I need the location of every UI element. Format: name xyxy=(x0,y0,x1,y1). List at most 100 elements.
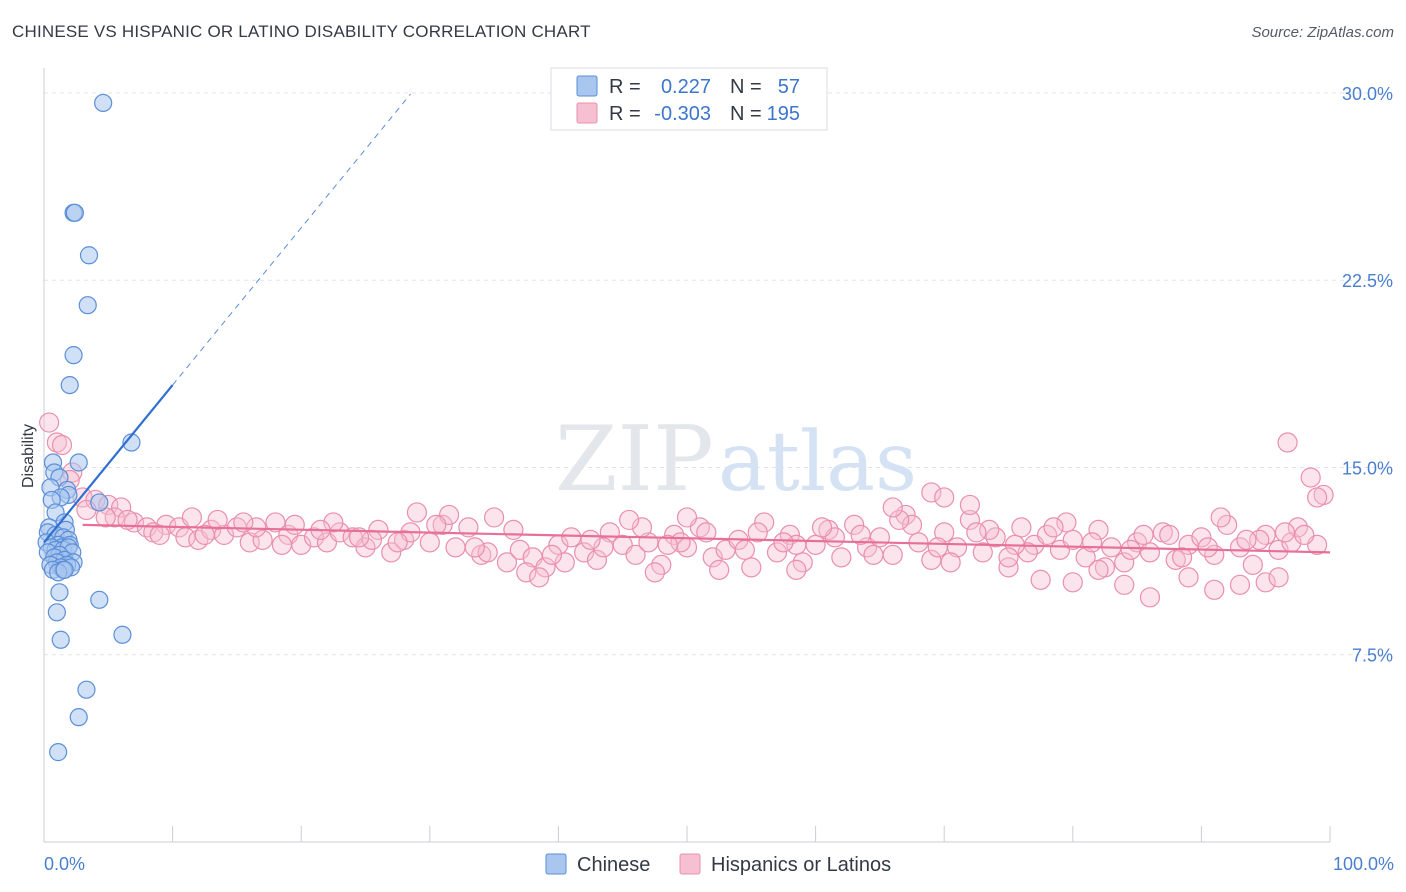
hispanic-point-146 xyxy=(580,529,601,550)
hispanic-point-37 xyxy=(406,502,428,523)
hispanic-point-154 xyxy=(889,509,910,531)
chinese-point-52 xyxy=(51,630,70,649)
hispanic-point-16 xyxy=(117,509,138,531)
hispanic-point-168 xyxy=(786,559,807,580)
hispanic-point-129 xyxy=(1056,512,1077,533)
chinese-point-5 xyxy=(64,346,83,365)
hispanic-point-147 xyxy=(619,509,640,531)
hispanic-point-184 xyxy=(1294,524,1315,545)
hispanic-point-173 xyxy=(998,547,1019,568)
gridlines xyxy=(44,92,1392,656)
chinese-point-48 xyxy=(50,583,69,602)
y-tick-label-0: 7.5% xyxy=(1352,646,1393,666)
hispanic-point-108 xyxy=(246,517,267,538)
hispanic-point-172 xyxy=(959,494,981,516)
hispanic-point-81 xyxy=(972,542,993,563)
hispanic-point-70 xyxy=(831,547,852,568)
hispanic-point-145 xyxy=(541,544,563,565)
chinese-trend-line xyxy=(43,384,174,544)
hispanic-point-43 xyxy=(484,507,505,528)
hispanic-point-54 xyxy=(625,544,646,565)
chinese-points xyxy=(37,93,141,762)
hispanic-point-1 xyxy=(46,432,67,453)
hispanic-point-84 xyxy=(1011,517,1032,538)
hispanic-point-8 xyxy=(111,497,132,518)
hispanic-point-133 xyxy=(1210,507,1231,528)
hispanic-point-126 xyxy=(940,552,961,573)
hispanic-point-2 xyxy=(51,434,73,456)
hispanic-point-144 xyxy=(503,519,524,541)
hispanic-trend-line xyxy=(82,523,1331,554)
hispanic-point-189 xyxy=(676,507,698,528)
hispanic-point-187 xyxy=(1277,432,1298,453)
chinese-point-54 xyxy=(69,708,88,727)
hispanic-point-153 xyxy=(850,524,871,545)
hispanic-point-90 xyxy=(1088,519,1109,541)
series-legend: Chinese Hispanics or Latinos xyxy=(545,853,891,876)
hispanic-point-44 xyxy=(496,552,518,573)
hispanic-point-50 xyxy=(574,542,595,563)
hispanic-point-26 xyxy=(265,512,286,533)
hispanic-point-163 xyxy=(1236,529,1257,550)
chinese-point-53 xyxy=(77,680,96,699)
stats-r-label-blue: R = xyxy=(609,76,641,98)
hispanic-point-138 xyxy=(271,534,293,555)
x-tick-label-min: 0.0% xyxy=(44,854,85,874)
hispanic-point-63 xyxy=(741,557,762,578)
stats-legend: R = 0.227 N = 57 R = -0.303 N = 195 xyxy=(550,67,828,131)
hispanic-point-35 xyxy=(381,542,402,563)
hispanic-point-177 xyxy=(1114,574,1135,595)
hispanic-point-24 xyxy=(239,532,260,553)
hispanic-point-49 xyxy=(561,527,582,548)
hispanic-point-158 xyxy=(1043,517,1064,538)
hispanic-point-142 xyxy=(426,514,447,536)
x-ticks xyxy=(43,826,1331,842)
stats-r-value-blue: 0.227 xyxy=(661,76,711,98)
hispanic-point-179 xyxy=(1178,567,1199,588)
hispanic-point-166 xyxy=(529,567,550,588)
hispanic-point-181 xyxy=(1229,574,1251,595)
stats-n-value-blue: 57 xyxy=(778,76,800,98)
chinese-point-55 xyxy=(49,743,68,762)
hispanic-point-109 xyxy=(284,514,305,536)
hispanic-point-170 xyxy=(921,482,942,503)
y-axis-label: Disability xyxy=(20,424,37,488)
hispanic-point-167 xyxy=(644,562,665,583)
chinese-point-50 xyxy=(47,603,66,622)
chinese-point-6 xyxy=(60,375,79,395)
hispanic-point-141 xyxy=(387,532,408,553)
hispanic-point-152 xyxy=(811,517,833,538)
chinese-point-0 xyxy=(94,93,113,113)
hispanic-point-77 xyxy=(921,549,942,570)
hispanic-point-41 xyxy=(458,517,479,538)
hispanic-point-127 xyxy=(979,519,1000,541)
chinese-point-56 xyxy=(55,560,74,579)
series-legend-swatch-hispanic xyxy=(679,853,701,875)
hispanic-point-160 xyxy=(1120,539,1141,560)
hispanic-point-169 xyxy=(882,497,903,518)
hispanic-point-171 xyxy=(934,487,955,508)
hispanic-point-92 xyxy=(1114,552,1135,573)
y-tick-label-3: 30.0% xyxy=(1342,84,1393,104)
hispanic-point-47 xyxy=(535,557,556,578)
watermark-atlas: atlas xyxy=(718,415,917,510)
chinese-point-4 xyxy=(78,296,97,315)
stats-r-value-pink: -0.303 xyxy=(654,103,711,125)
hispanic-point-124 xyxy=(863,544,884,565)
hispanic-point-182 xyxy=(1255,572,1276,593)
hispanic-point-159 xyxy=(1081,532,1103,553)
hispanic-point-80 xyxy=(959,509,981,531)
hispanic-point-71 xyxy=(844,514,865,536)
hispanic-point-74 xyxy=(882,544,903,565)
hispanic-point-73 xyxy=(869,527,891,548)
hispanic-point-114 xyxy=(477,542,498,563)
hispanic-point-115 xyxy=(516,562,537,583)
chinese-point-8 xyxy=(69,453,88,472)
hispanic-point-156 xyxy=(966,522,987,543)
hispanic-point-136 xyxy=(194,524,215,545)
y-tick-labels: 7.5% 15.0% 22.5% 30.0% xyxy=(1342,84,1393,666)
hispanic-point-38 xyxy=(419,532,440,553)
hispanic-point-31 xyxy=(329,522,350,543)
hispanic-point-183 xyxy=(1268,567,1289,588)
